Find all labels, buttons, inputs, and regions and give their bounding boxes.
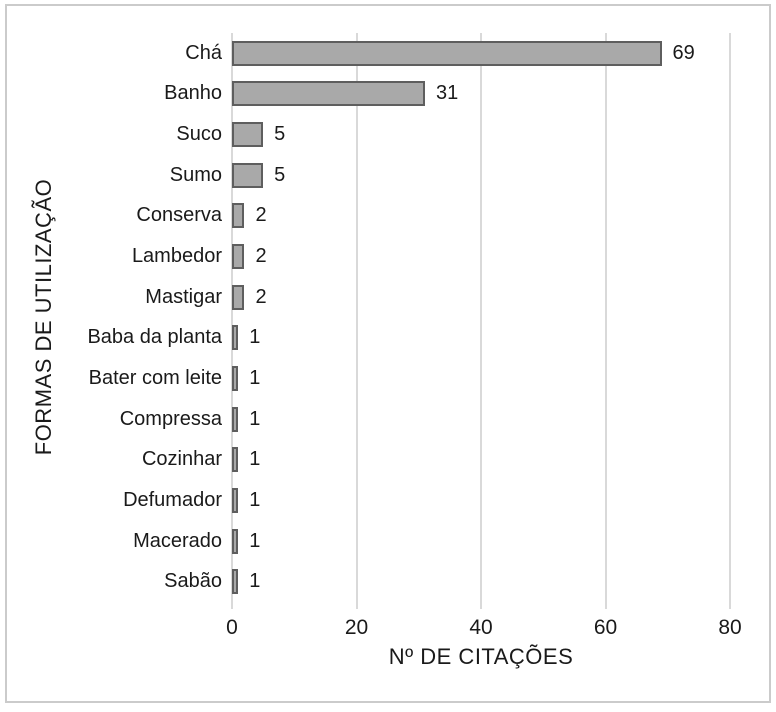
value-label: 1 [249,488,261,511]
bar [232,81,425,107]
value-label: 1 [249,366,261,389]
axis-tick [604,602,607,609]
x-tick-label: 0 [226,616,238,639]
value-label: 31 [435,82,459,105]
chart-border-frame [5,4,771,703]
value-label: 69 [672,41,695,64]
category-label: Conserva [136,204,222,227]
y-axis-line [231,33,233,602]
plot-area [231,33,731,602]
bar [232,447,239,473]
axis-tick [480,602,482,609]
bar [232,203,245,229]
category-label: Baba da planta [87,326,222,349]
bar [232,406,239,432]
x-tick-label: 40 [469,616,493,639]
gridline [604,33,607,602]
value-label: 1 [249,407,261,430]
x-tick-label: 80 [718,616,742,639]
bar [232,569,239,595]
bar [232,40,662,66]
gridline [729,33,731,602]
bar [232,528,239,554]
value-label: 5 [274,123,286,146]
axis-tick [231,602,233,609]
category-label: Banho [164,82,222,105]
value-label: 2 [255,245,267,268]
bar [232,162,264,188]
category-label: Lambedor [131,245,222,268]
bar [232,284,245,310]
x-axis-title: Nº DE CITAÇÕES [388,644,574,669]
category-label: Chá [185,41,222,64]
bar [232,325,239,351]
category-label: Sabão [164,570,222,593]
value-label: 1 [249,529,261,552]
gridline [480,33,482,602]
category-label: Defumador [123,488,222,511]
category-label: Mastigar [145,285,222,308]
category-label: Suco [176,123,222,146]
value-label: 2 [255,204,267,227]
value-label: 1 [249,448,261,471]
category-label: Compressa [119,407,222,430]
bar [232,365,239,391]
bar [232,122,264,148]
bar [232,487,239,513]
value-label: 5 [274,163,286,186]
axis-tick [729,602,731,609]
value-label: 2 [255,285,267,308]
x-tick-label: 60 [593,616,618,639]
gridline [355,33,358,602]
category-label: Macerado [133,529,222,552]
axis-tick [355,602,358,609]
category-label: Bater com leite [88,366,222,389]
x-tick-label: 20 [344,616,369,639]
value-label: 1 [249,570,261,593]
bar [232,244,245,270]
value-label: 1 [249,326,261,349]
category-label: Sumo [169,163,222,186]
category-label: Cozinhar [141,448,222,471]
